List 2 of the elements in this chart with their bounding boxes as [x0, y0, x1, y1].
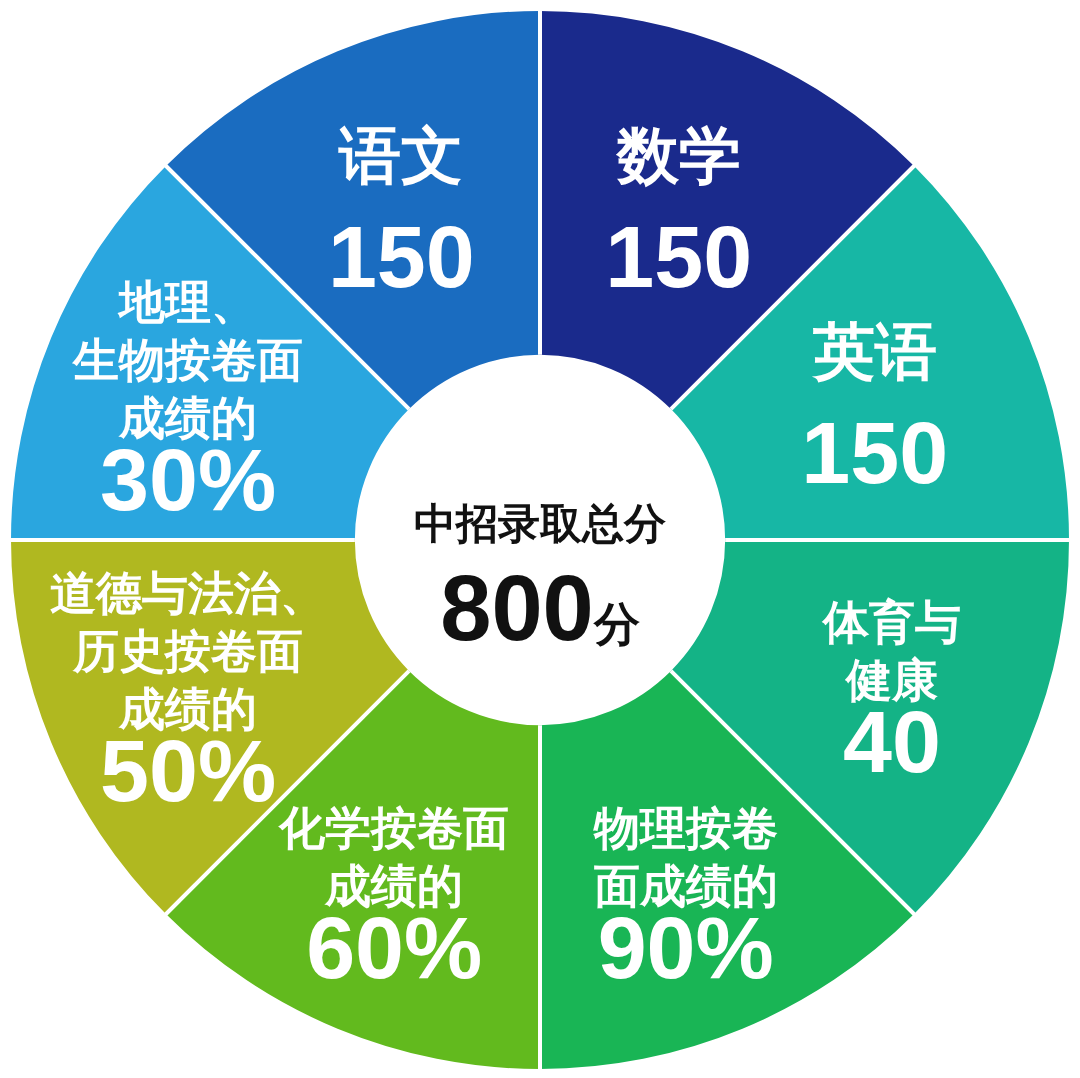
title: 中招录取总分 [414, 500, 666, 547]
subtitle: 800分 [440, 557, 640, 659]
